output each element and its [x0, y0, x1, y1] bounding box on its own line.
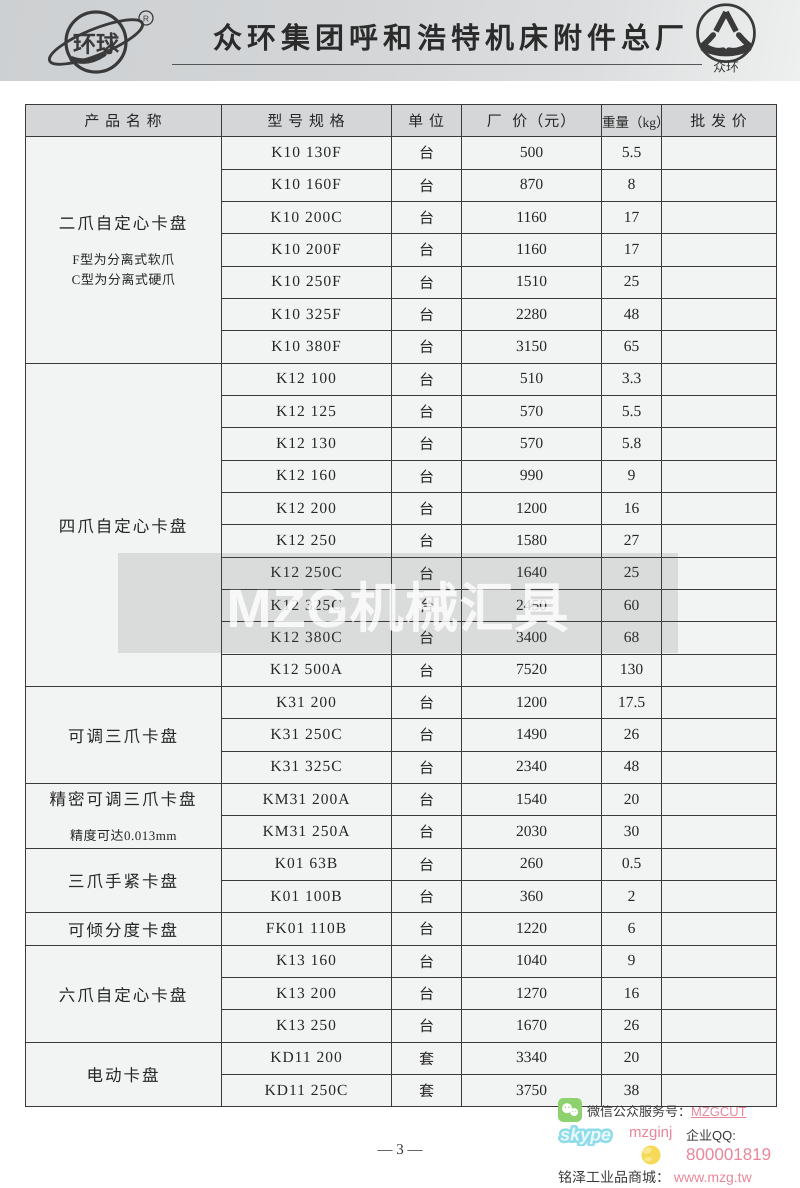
svg-text:skype: skype: [560, 1124, 611, 1144]
svg-text:众环: 众环: [713, 61, 739, 76]
svg-text:R: R: [143, 14, 149, 24]
svg-text:环球: 环球: [73, 32, 120, 57]
